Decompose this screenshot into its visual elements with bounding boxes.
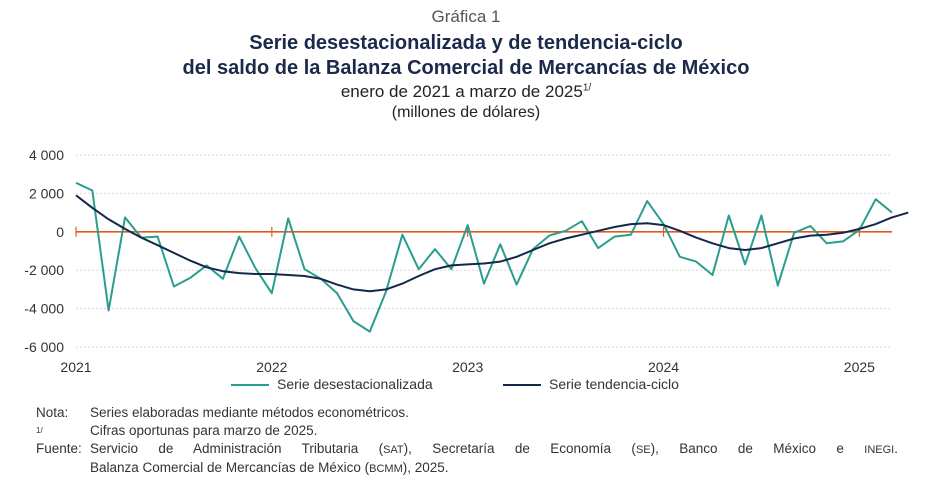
chart-label: Gráfica 1 [431, 7, 501, 26]
source-text-2: Balanza Comercial de Mercancías de Méxic… [90, 460, 449, 475]
legend-label-seasonal: Serie desestacionalizada [277, 376, 433, 392]
footnote-text: Cifras oportunas para marzo de 2025. [90, 423, 318, 438]
x-tick-label: 2023 [452, 359, 483, 375]
note-label: Nota: [36, 405, 69, 420]
series-lines [75, 181, 909, 333]
source-row-2: Balanza Comercial de Mercancías de Méxic… [36, 459, 898, 478]
footnote-row: 1/ Cifras oportunas para marzo de 2025. [36, 422, 898, 440]
note-text: Series elaboradas mediante métodos econo… [90, 405, 409, 420]
zero-axis [75, 226, 892, 237]
source-label: Fuente: [36, 441, 82, 456]
subtitle-footnote-mark: 1/ [582, 82, 592, 94]
legend-swatch-seasonal [231, 384, 269, 387]
chart-title-line-2: del saldo de la Balanza Comercial de Mer… [182, 57, 750, 79]
y-tick-label: -2 000 [24, 262, 64, 278]
series-line-seasonal [75, 181, 893, 333]
y-tick-label: -6 000 [24, 339, 64, 355]
y-tick-label: -4 000 [24, 301, 64, 317]
grid-lines [76, 154, 892, 348]
legend-swatch-trend [503, 384, 541, 387]
chart-subtitle: enero de 2021 a marzo de 20251/ [0, 82, 932, 102]
legend-item-trend: Serie tendencia-ciclo [503, 376, 679, 392]
source-text: Servicio de Administración Tributaria (S… [90, 441, 898, 456]
footnote-label: 1/ [36, 426, 43, 435]
y-axis-ticks: 4 000 2 000 0 -2 000 -4 000 -6 000 [24, 147, 64, 355]
subtitle-text: enero de 2021 a marzo de 2025 [340, 82, 583, 101]
note-row: Nota: Series elaboradas mediante métodos… [36, 404, 898, 422]
legend-item-seasonal: Serie desestacionalizada [231, 376, 433, 392]
x-axis-ticks: 2021 2022 2023 2024 2025 [60, 359, 875, 375]
x-tick-label: 2021 [60, 359, 91, 375]
x-tick-label: 2024 [648, 359, 679, 375]
series-line-trend [75, 194, 909, 293]
legend: Serie desestacionalizada Serie tendencia… [0, 376, 932, 398]
legend-label-trend: Serie tendencia-ciclo [549, 376, 679, 392]
chart-units: (millones de dólares) [391, 104, 541, 121]
y-tick-label: 2 000 [29, 185, 64, 201]
chart-title-line-1: Serie desestacionalizada y de tendencia-… [249, 32, 683, 54]
x-tick-label: 2022 [256, 359, 287, 375]
notes: Nota: Series elaboradas mediante métodos… [36, 404, 898, 478]
source-row: Fuente: Servicio de Administración Tribu… [36, 440, 898, 459]
y-tick-label: 0 [56, 224, 64, 240]
x-tick-label: 2025 [844, 359, 875, 375]
y-tick-label: 4 000 [29, 147, 64, 163]
